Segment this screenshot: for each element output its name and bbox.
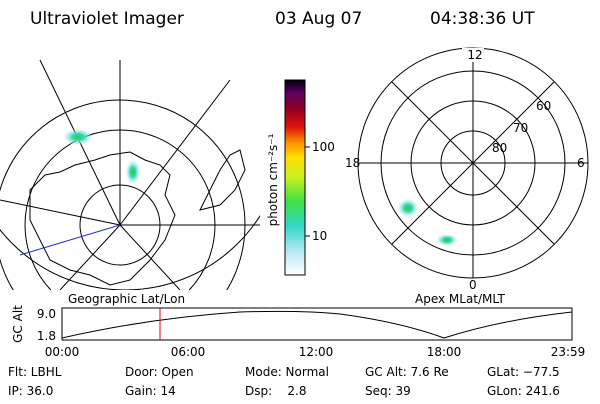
x-tick-label: 12:00 <box>299 345 334 359</box>
colorbar-tick: 10 <box>312 229 327 243</box>
y-label: GC Alt <box>11 305 25 343</box>
info-panel: Flt: LBHL Door: Open Mode: Normal GC Alt: 7… <box>8 365 560 398</box>
info-field: Gain: 14 <box>125 384 176 398</box>
geographic-map <box>0 59 260 290</box>
polar-label: 12 <box>467 48 482 62</box>
time: 04:38:36 UT <box>430 9 535 29</box>
info-field: GC Alt: 7.6 Re <box>365 365 449 379</box>
x-tick-label: 18:00 <box>427 345 462 359</box>
date: 03 Aug 07 <box>275 9 362 29</box>
polar-label: 18 <box>345 156 360 170</box>
polar-label: 70 <box>513 121 528 135</box>
panel-label: Geographic Lat/Lon <box>68 292 185 306</box>
info-field: GLon: 241.6 <box>487 384 560 398</box>
colorbar-tick: 100 <box>312 140 335 154</box>
x-tick-label: 00:00 <box>45 345 80 359</box>
title: Ultraviolet Imager <box>30 9 184 29</box>
polar-label: 60 <box>536 99 551 113</box>
info-field: Door: Open <box>125 365 194 379</box>
altitude-plot: GC Alt 9.0 1.8 00:00 06:00 12:00 18:00 2… <box>11 305 585 359</box>
colorbar <box>284 79 306 276</box>
polar-label: 0 <box>469 278 477 292</box>
info-field: Mode: Normal <box>245 365 329 379</box>
info-field: IP: 36.0 <box>8 384 53 398</box>
polar-label: 80 <box>492 141 507 155</box>
info-field: GLat: −77.5 <box>487 365 560 379</box>
info-field: Dsp: 2.8 <box>245 384 307 398</box>
polar-label: 6 <box>577 156 585 170</box>
y-tick-label: 1.8 <box>37 329 56 343</box>
y-tick-label: 9.0 <box>37 307 56 321</box>
panel-label: Apex MLat/MLT <box>415 292 505 306</box>
x-tick-label: 23:59 <box>551 345 586 359</box>
polar-plot: 12 60 70 80 18 6 0 <box>345 47 589 292</box>
x-tick-label: 06:00 <box>171 345 206 359</box>
colorbar-label: photon cm⁻²s⁻¹ <box>266 133 280 226</box>
info-field: Flt: LBHL <box>8 365 62 379</box>
info-field: Seq: 39 <box>365 384 411 398</box>
